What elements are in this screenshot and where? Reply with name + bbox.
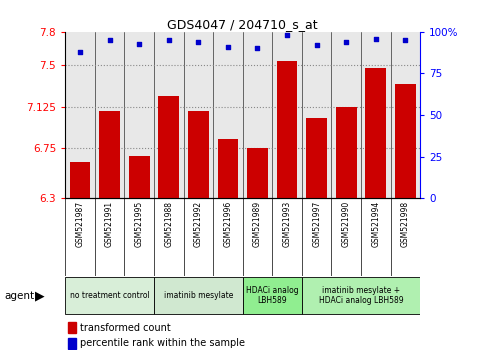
Text: GSM521993: GSM521993 <box>283 201 292 247</box>
Point <box>76 49 84 55</box>
Text: GSM521996: GSM521996 <box>224 201 232 247</box>
Text: no treatment control: no treatment control <box>70 291 149 300</box>
Bar <box>306 118 327 198</box>
Bar <box>242 277 302 314</box>
Text: GSM521987: GSM521987 <box>75 201 85 247</box>
Bar <box>247 148 268 198</box>
Text: HDACi analog
LBH589: HDACi analog LBH589 <box>246 286 298 305</box>
Point <box>401 37 409 43</box>
Title: GDS4047 / 204710_s_at: GDS4047 / 204710_s_at <box>168 18 318 31</box>
Text: agent: agent <box>5 291 35 301</box>
Bar <box>217 139 238 198</box>
Text: imatinib mesylate: imatinib mesylate <box>164 291 233 300</box>
Bar <box>65 277 154 314</box>
Point <box>342 39 350 45</box>
Bar <box>154 277 243 314</box>
Bar <box>68 322 76 333</box>
Text: GSM521990: GSM521990 <box>342 201 351 247</box>
Text: GSM521989: GSM521989 <box>253 201 262 247</box>
Point <box>283 32 291 38</box>
Bar <box>395 84 416 198</box>
Text: GSM521988: GSM521988 <box>164 201 173 247</box>
Bar <box>336 107 356 198</box>
Text: ▶: ▶ <box>35 289 44 302</box>
Bar <box>68 338 76 349</box>
Text: GSM521991: GSM521991 <box>105 201 114 247</box>
Text: GSM521995: GSM521995 <box>135 201 143 247</box>
Text: imatinib mesylate +
HDACi analog LBH589: imatinib mesylate + HDACi analog LBH589 <box>319 286 403 305</box>
Text: GSM521992: GSM521992 <box>194 201 203 247</box>
Bar <box>302 277 420 314</box>
Text: percentile rank within the sample: percentile rank within the sample <box>80 338 245 348</box>
Point <box>106 37 114 43</box>
Bar <box>70 162 90 198</box>
Bar <box>158 96 179 198</box>
Bar <box>188 110 209 198</box>
Point <box>195 39 202 45</box>
Point <box>254 46 261 51</box>
Text: GSM521994: GSM521994 <box>371 201 380 247</box>
Text: GSM521997: GSM521997 <box>312 201 321 247</box>
Text: GSM521998: GSM521998 <box>401 201 410 247</box>
Point <box>313 42 321 48</box>
Bar <box>277 61 298 198</box>
Point <box>165 37 172 43</box>
Text: transformed count: transformed count <box>80 322 171 332</box>
Point <box>372 36 380 41</box>
Bar <box>366 68 386 198</box>
Point <box>224 44 232 50</box>
Point <box>135 41 143 46</box>
Bar <box>129 156 150 198</box>
Bar <box>99 110 120 198</box>
